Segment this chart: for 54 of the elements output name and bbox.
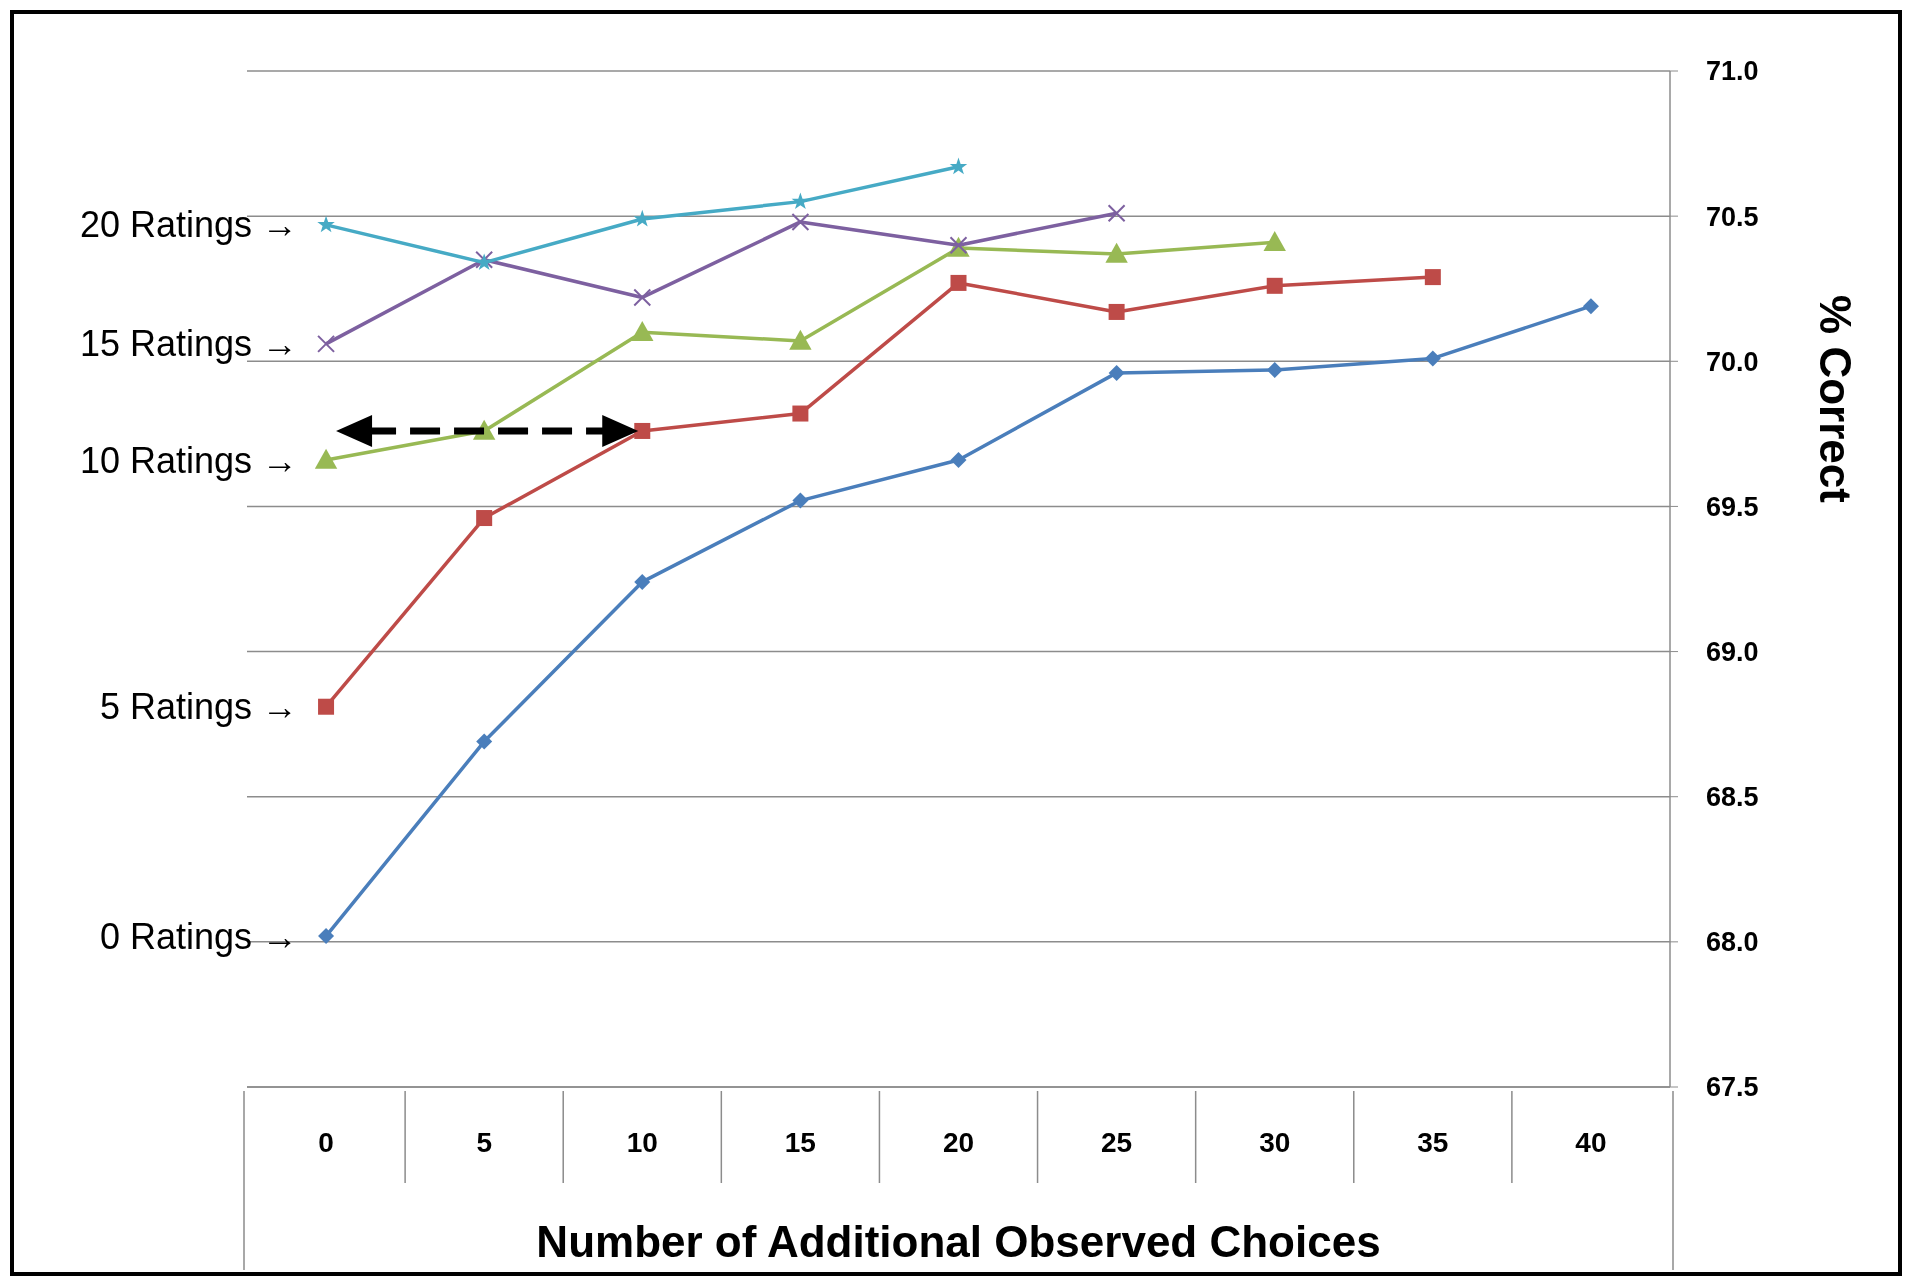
- point: [1105, 242, 1128, 263]
- annotation: 15 Ratings →: [79, 323, 299, 365]
- point: [633, 288, 652, 307]
- point: [1263, 231, 1286, 252]
- annotation: 5 Ratings →: [99, 686, 299, 728]
- y-tick-label: 71.0: [1706, 56, 1759, 87]
- point: [950, 274, 967, 291]
- point: [1108, 364, 1125, 381]
- y-axis-title: % Correct: [1811, 295, 1860, 504]
- point: [950, 451, 967, 468]
- point: [1107, 204, 1126, 223]
- point: [1582, 298, 1599, 315]
- y-tick-label: 70.5: [1706, 201, 1759, 232]
- point: [1424, 269, 1441, 286]
- x-tick-label: 20: [942, 1127, 975, 1158]
- point: [634, 573, 651, 590]
- point: [1108, 303, 1125, 320]
- point: [634, 422, 651, 439]
- point: [792, 405, 809, 422]
- y-tick-label: 70.0: [1706, 346, 1759, 377]
- point: [792, 492, 809, 509]
- x-tick-label: 30: [1259, 1127, 1291, 1158]
- point: [789, 329, 812, 350]
- point: [314, 448, 338, 469]
- y-tick-label: 68.0: [1706, 927, 1759, 958]
- point: [631, 321, 654, 342]
- x-tick-label: 0: [318, 1127, 334, 1158]
- point: [791, 212, 810, 231]
- x-tick-label: 35: [1417, 1127, 1449, 1158]
- point: [1266, 277, 1283, 294]
- y-tick-label: 67.5: [1706, 1072, 1759, 1103]
- point: [949, 157, 968, 175]
- x-tick-label: 10: [626, 1127, 658, 1158]
- x-tick-label: 25: [1101, 1127, 1133, 1158]
- point: [1266, 361, 1283, 378]
- annotation: 20 Ratings →: [79, 204, 299, 246]
- point: [476, 510, 493, 527]
- point: [476, 733, 493, 750]
- annotation: 10 Ratings →: [79, 439, 299, 481]
- point: [633, 209, 652, 227]
- point: [317, 215, 335, 233]
- point: [318, 698, 335, 715]
- point: [791, 192, 810, 210]
- x-axis-title: Number of Additional Observed Choices: [536, 1217, 1381, 1266]
- y-tick-label: 69.0: [1706, 637, 1759, 668]
- point: [1424, 350, 1441, 367]
- annotation: 0 Ratings →: [99, 915, 299, 957]
- y-tick-label: 69.5: [1706, 491, 1759, 522]
- x-tick-label: 5: [476, 1127, 492, 1158]
- point: [318, 928, 335, 945]
- y-tick-label: 68.5: [1706, 782, 1759, 813]
- x-tick-label: 40: [1575, 1127, 1607, 1158]
- x-tick-label: 15: [784, 1127, 816, 1158]
- point: [317, 334, 336, 353]
